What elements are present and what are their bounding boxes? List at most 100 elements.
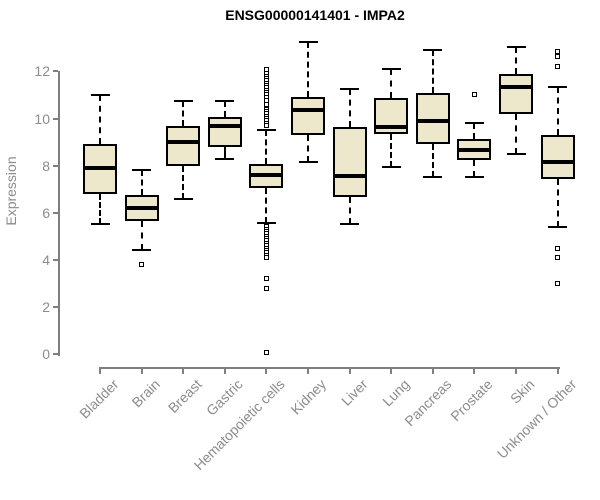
lower-whisker-cap [256,222,276,225]
outlier-point [555,254,561,260]
lower-whisker-cap [464,176,484,179]
y-tick-label: 2 [42,298,50,315]
x-axis-tick [348,369,351,374]
upper-whisker-cap [423,49,443,52]
outlier-point [263,276,269,282]
x-axis-tick [307,369,309,374]
y-tick-label: 12 [34,63,50,80]
lower-whisker [473,159,476,178]
lower-whisker-cap [298,161,318,164]
upper-whisker [515,46,517,74]
iqr-box [540,134,575,179]
median-line [209,123,240,128]
x-axis-tick [265,369,268,374]
median-line [542,160,573,165]
x-axis-tick [515,369,517,374]
x-tick-label: Bladder [75,376,122,422]
y-tick-label: 6 [42,204,50,221]
chart-title: ENSG00000141401 - IMPA2 [225,7,405,23]
lower-whisker-cap [173,197,193,200]
lower-whisker-cap [132,249,152,252]
lower-whisker [348,197,351,225]
x-tick-label: Breast [164,376,205,416]
x-axis-tick [99,369,101,374]
lower-whisker-cap [90,223,110,226]
x-tick-label: Lung [379,376,413,410]
y-axis-line [58,71,60,356]
lower-whisker-cap [423,176,443,179]
lower-whisker [265,187,268,224]
lower-whisker-cap [381,165,401,168]
lower-whisker [140,220,143,251]
upper-whisker [556,86,559,135]
lower-whisker [390,133,393,167]
median-line [417,118,448,123]
outlier-point [555,64,561,70]
outlier-point [555,53,561,59]
median-line [126,205,157,210]
upper-whisker-cap [90,93,110,96]
lower-whisker-cap [215,157,235,160]
upper-whisker-cap [132,169,152,172]
upper-whisker-cap [548,85,568,88]
x-tick-label: Brain [128,376,163,411]
iqr-box [166,125,201,166]
lower-whisker [556,178,559,227]
y-axis-tick [53,117,58,120]
upper-whisker [348,89,351,127]
y-tick-label: 4 [42,251,50,268]
median-line [85,165,115,170]
x-axis-tick [390,369,393,374]
upper-whisker-cap [340,88,360,91]
iqr-box [415,92,450,145]
y-axis-tick [53,353,58,355]
upper-whisker-cap [381,68,401,71]
x-tick-label: Liver [338,376,371,409]
lower-whisker [223,146,226,159]
y-axis-tick [53,258,58,261]
outlier-point [263,123,269,129]
iqr-box [207,117,242,147]
outlier-point [555,245,561,251]
median-line [168,140,199,145]
lower-whisker [99,193,101,225]
median-line [501,84,531,89]
x-tick-label: Prostate [447,376,496,425]
y-tick-label: 0 [42,346,50,362]
lower-whisker-cap [548,225,568,228]
outlier-point [263,350,269,356]
median-line [376,124,407,129]
x-axis-tick [140,369,143,374]
lower-whisker [431,144,434,178]
upper-whisker [265,130,268,165]
x-axis-tick [473,369,476,374]
upper-whisker [307,41,309,98]
outlier-point [263,66,269,72]
x-tick-label: Unknown / Other [493,376,579,462]
median-line [293,108,323,113]
lower-whisker [182,165,185,199]
upper-whisker [473,123,476,139]
x-axis-line [99,367,560,369]
upper-whisker [223,100,226,118]
median-line [459,148,490,153]
median-line [334,174,365,179]
outlier-point [263,285,269,291]
outlier-point [139,262,145,267]
iqr-box [499,73,533,114]
iqr-box [332,126,367,198]
y-tick-label: 10 [34,110,50,127]
y-tick-label: 8 [42,157,50,174]
y-axis-tick [53,305,58,308]
x-axis-tick [556,369,559,374]
upper-whisker-cap [506,45,526,48]
y-axis-tick [53,164,58,167]
upper-whisker [390,69,393,99]
upper-whisker [140,170,143,196]
y-axis-tick [53,211,58,214]
outlier-point [263,254,269,260]
x-axis-tick [182,369,185,374]
x-axis-tick [431,369,434,374]
lower-whisker [307,134,309,163]
